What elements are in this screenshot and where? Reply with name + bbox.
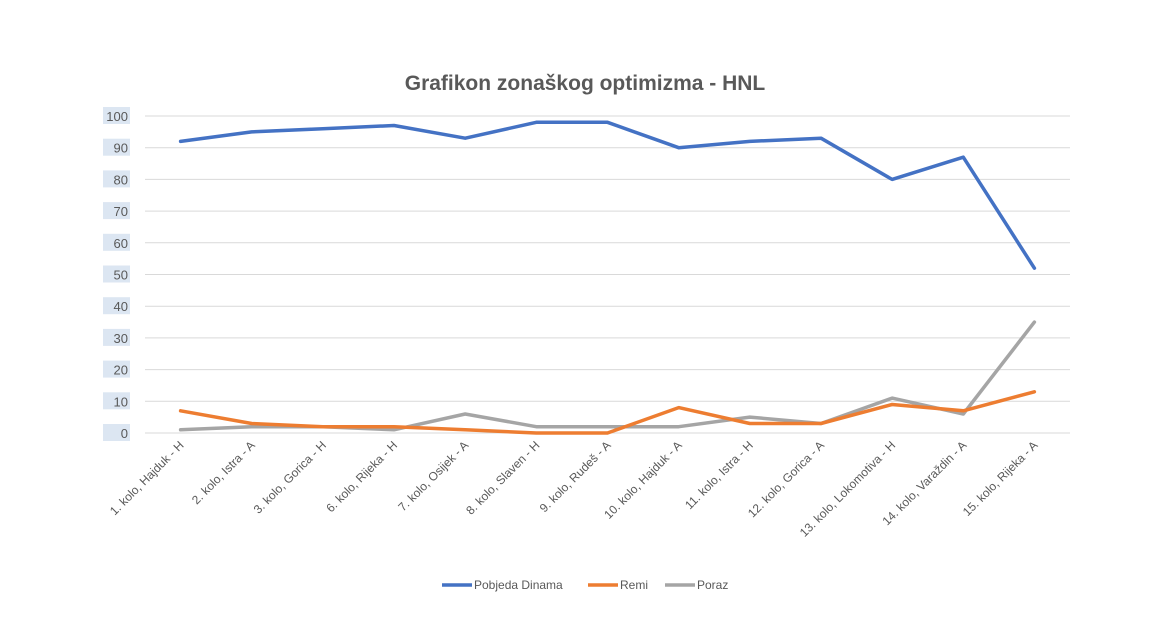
legend-label: Pobjeda Dinama [474, 578, 563, 592]
x-axis-ticks: 1. kolo, Hajduk - H 2. kolo, Istra - A3. … [107, 438, 1041, 539]
series-line-0 [178, 120, 1037, 270]
chart-title: Grafikon zonaškog optimizma - HNL [405, 72, 766, 95]
y-tick-label: 80 [114, 172, 128, 187]
x-tick-label: 7. kolo, Osijek - A [395, 438, 471, 514]
y-tick-highlight [103, 265, 130, 283]
legend-label: Remi [620, 578, 648, 592]
x-tick-label: 15. kolo, Rijeka - A [960, 438, 1041, 519]
y-tick-label: 90 [114, 141, 128, 156]
x-tick-label: 1. kolo, Hajduk - H [107, 438, 187, 518]
y-tick-highlight [103, 424, 130, 441]
x-tick-label: 9. kolo, Rudeš - A [537, 438, 614, 515]
y-tick-highlight [103, 360, 130, 378]
series-lines [178, 120, 1037, 435]
y-tick-label: 60 [114, 236, 128, 251]
y-tick-highlight [103, 297, 130, 315]
x-tick-label: 3. kolo, Gorica - H [251, 438, 329, 516]
y-tick-highlight [103, 328, 130, 346]
y-tick-label: 10 [114, 394, 128, 409]
y-tick-label: 50 [114, 268, 128, 283]
series-line-1 [178, 390, 1037, 435]
x-tick-label: 10. kolo, Hajduk - A [601, 438, 684, 521]
x-tick-label: 2. kolo, Istra - A [189, 438, 258, 507]
y-tick-label: 20 [114, 363, 128, 378]
gridlines [145, 115, 1070, 434]
x-tick-label: 8. kolo, Slaven - H [463, 438, 542, 517]
y-tick-label: 40 [114, 299, 128, 314]
x-tick-label: 12. kolo, Gorica - A [745, 438, 827, 520]
y-tick-highlight [103, 392, 130, 410]
y-tick-highlight [103, 138, 130, 156]
y-tick-highlight [103, 107, 130, 124]
y-tick-label: 0 [121, 426, 128, 441]
y-tick-highlight [103, 170, 130, 188]
y-tick-highlight [103, 233, 130, 251]
y-tick-label: 30 [114, 331, 128, 346]
x-tick-label: 6. kolo, Rijeka - H [323, 438, 400, 515]
x-tick-label: 11. kolo, Istra - H [682, 438, 756, 512]
legend: Pobjeda Dinama Remi Poraz [442, 578, 728, 592]
legend-label: Poraz [697, 578, 728, 592]
y-tick-label: 70 [114, 204, 128, 219]
y-tick-label: 100 [106, 109, 128, 124]
y-axis-ticks: 0 10 20 30 40 50 60 70 80 90 100 [103, 107, 130, 441]
y-tick-highlight [103, 202, 130, 220]
